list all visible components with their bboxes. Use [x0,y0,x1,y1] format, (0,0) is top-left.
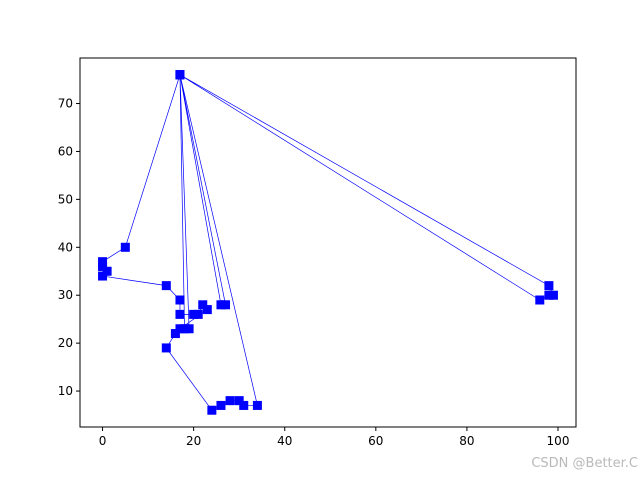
x-axis: 0 20 40 60 80 100 [99,427,570,448]
data-point-marker [252,400,262,410]
data-point-marker [221,300,231,310]
data-point-marker [184,324,194,334]
y-tick-label: 70 [58,97,73,111]
data-point-marker [102,266,112,276]
data-point-marker [189,309,199,319]
x-tick-label: 40 [277,434,292,448]
data-point-marker [202,305,212,315]
data-point-marker [98,257,108,267]
chart-marks [98,70,558,415]
data-point-marker [170,329,180,339]
series-line [101,74,555,411]
data-point-marker [198,300,208,310]
watermark: CSDN @Better.C [531,456,638,471]
data-point-marker [207,405,217,415]
data-point-marker [535,295,545,305]
x-tick-label: 80 [459,434,474,448]
data-point-marker [225,396,235,406]
data-point-marker [175,324,185,334]
x-tick-label: 20 [186,434,201,448]
x-tick-label: 100 [547,434,570,448]
plot-frame [79,57,577,428]
data-point-marker [120,242,130,252]
data-point-marker [216,400,226,410]
data-point-marker [161,343,171,353]
data-point-marker [175,309,185,319]
y-tick-label: 60 [58,144,73,158]
x-tick-label: 60 [368,434,383,448]
data-point-marker [548,290,558,300]
data-point-marker [234,396,244,406]
y-tick-label: 30 [58,288,73,302]
y-axis: 10 20 30 40 50 60 70 [58,97,80,398]
data-point-marker [216,300,226,310]
data-point-marker [175,295,185,305]
y-tick-label: 50 [58,192,73,206]
data-point-marker [161,281,171,291]
data-point-marker [175,70,185,80]
data-point-marker [544,281,554,291]
x-tick-label: 0 [99,434,107,448]
data-point-marker [98,271,108,281]
data-point-marker [239,400,249,410]
y-tick-label: 40 [58,240,73,254]
y-tick-label: 10 [58,384,73,398]
data-point-marker [180,324,190,334]
y-tick-label: 20 [58,336,73,350]
data-point-marker [98,261,108,271]
data-point-marker [193,309,203,319]
data-point-marker [544,290,554,300]
